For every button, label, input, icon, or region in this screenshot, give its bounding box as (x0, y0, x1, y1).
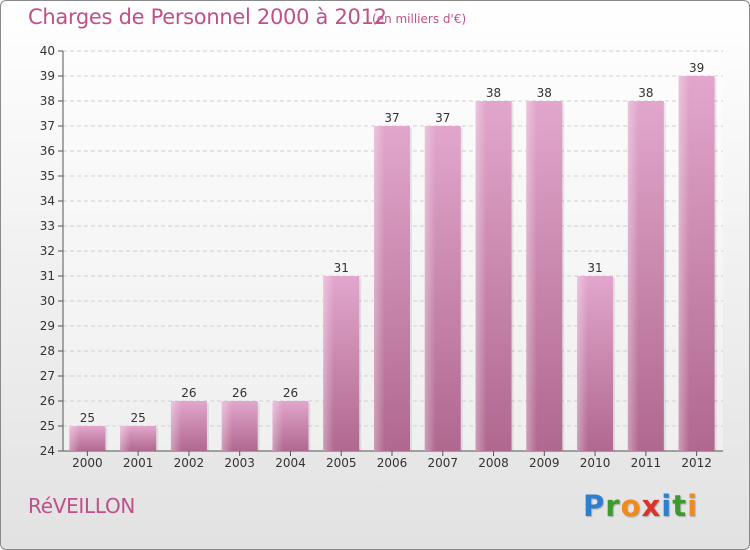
logo-letter: x (641, 489, 662, 523)
x-tick-label: 2006 (377, 456, 408, 470)
logo-letter: P (583, 489, 606, 523)
x-tick-label: 2005 (326, 456, 357, 470)
data-label: 37 (384, 111, 399, 125)
bar-chart: 24 25 26 27 28 29 30 31 32 33 34 35 36 37 38 39 40 25 2000… (40, 44, 723, 470)
bar-highlight (120, 426, 157, 451)
x-tick-label: 2012 (681, 456, 712, 470)
data-label: 26 (232, 386, 247, 400)
data-label: 25 (80, 411, 95, 425)
chart-title: Charges de Personnel 2000 à 2012 (28, 5, 387, 29)
commune-name: RéVEILLON (28, 494, 136, 518)
bar-highlight (627, 101, 664, 451)
x-tick-label: 2009 (529, 456, 560, 470)
logo-letter: r (605, 489, 621, 523)
x-tick-label: 2008 (478, 456, 509, 470)
y-tick-label: 27 (40, 369, 55, 383)
data-label: 26 (181, 386, 196, 400)
bar-highlight (678, 76, 715, 451)
data-label: 25 (131, 411, 146, 425)
y-tick-label: 31 (40, 269, 55, 283)
bar-highlight (323, 276, 360, 451)
bar-highlight (424, 126, 461, 451)
bar-highlight (69, 426, 106, 451)
y-tick-label: 37 (40, 119, 55, 133)
data-label: 37 (435, 111, 450, 125)
data-label: 31 (587, 261, 602, 275)
y-tick-label: 35 (40, 169, 55, 183)
x-tick-label: 2001 (123, 456, 154, 470)
y-tick-label: 33 (40, 219, 55, 233)
data-label: 39 (689, 61, 704, 75)
data-label: 38 (486, 86, 501, 100)
x-tick-label: 2011 (631, 456, 662, 470)
data-label: 31 (334, 261, 349, 275)
chart-subtitle: (en milliers d'€) (372, 12, 467, 26)
bar-highlight (577, 276, 614, 451)
bar-highlight (475, 101, 512, 451)
x-tick-label: 2000 (72, 456, 103, 470)
logo-letter: i (661, 489, 673, 523)
y-tick-label: 36 (40, 144, 55, 158)
y-tick-label: 25 (40, 419, 55, 433)
logo-letter: i (687, 489, 699, 523)
data-label: 26 (283, 386, 298, 400)
y-tick-label: 26 (40, 394, 55, 408)
data-label: 38 (638, 86, 653, 100)
logo-letter: t (672, 489, 688, 523)
x-tick-label: 2007 (427, 456, 458, 470)
x-tick-label: 2010 (580, 456, 611, 470)
bar-highlight (170, 401, 207, 451)
bar-highlight (272, 401, 309, 451)
y-tick-label: 28 (40, 344, 55, 358)
y-tick-label: 34 (40, 194, 55, 208)
y-tick-label: 32 (40, 244, 55, 258)
bar-highlight (526, 101, 563, 451)
bar-highlight (374, 126, 410, 451)
data-label: 38 (537, 86, 552, 100)
logo-letter: o (620, 489, 642, 523)
x-tick-label: 2003 (224, 456, 255, 470)
bar-highlight (221, 401, 258, 451)
y-tick-label: 38 (40, 94, 55, 108)
x-tick-label: 2002 (174, 456, 205, 470)
proxiti-logo[interactable]: Proxiti (583, 489, 698, 523)
y-tick-label: 40 (40, 44, 55, 58)
y-tick-label: 39 (40, 69, 55, 83)
x-tick-label: 2004 (275, 456, 306, 470)
y-tick-label: 29 (40, 319, 55, 333)
y-tick-label: 30 (40, 294, 55, 308)
y-tick-label: 24 (40, 444, 55, 458)
